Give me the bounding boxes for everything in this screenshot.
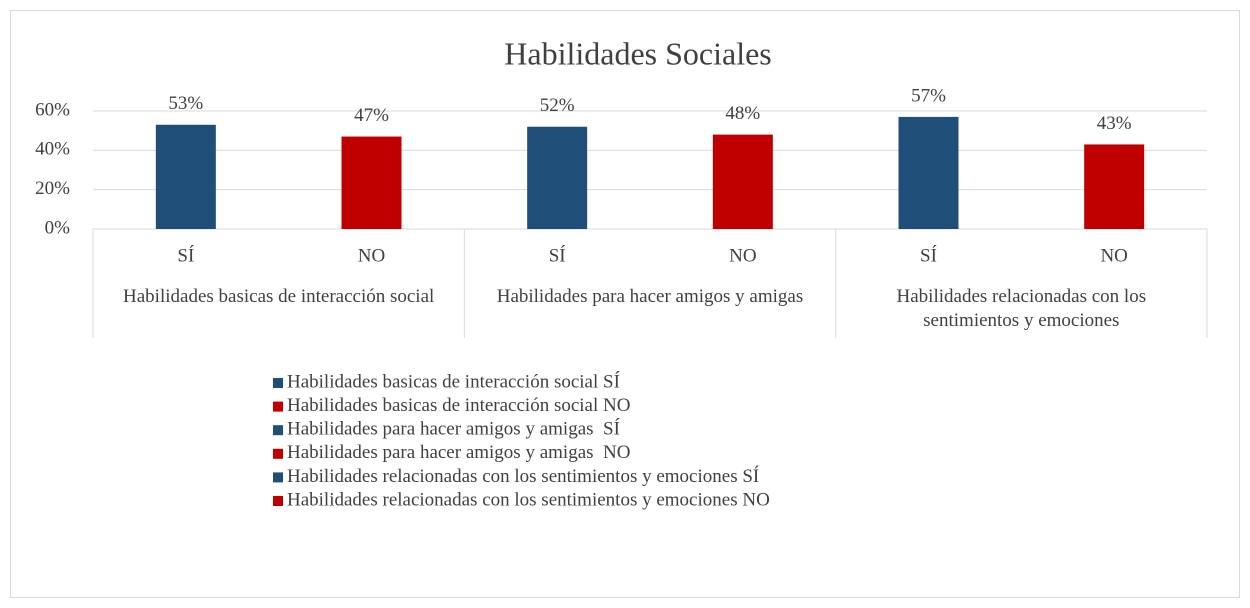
bar	[341, 136, 402, 229]
legend-label: Habilidades relacionadas con los sentimi…	[287, 489, 770, 510]
x-tick-label: NO	[729, 245, 756, 266]
legend-label: Habilidades para hacer amigos y amigas N…	[287, 442, 630, 463]
legend-label: Habilidades relacionadas con los sentimi…	[287, 465, 759, 487]
legend-swatch	[273, 425, 283, 436]
bar	[155, 124, 216, 229]
x-tick-label: SÍ	[177, 244, 194, 266]
legend-label: Habilidades para hacer amigos y amigas S…	[287, 418, 620, 440]
y-tick-label: 0%	[45, 217, 71, 238]
data-label: 48%	[725, 103, 760, 124]
bar	[527, 126, 588, 229]
data-label: 47%	[354, 105, 389, 126]
x-tick-label: NO	[358, 245, 385, 266]
data-label: 43%	[1097, 113, 1132, 134]
y-tick-label: 60%	[35, 99, 70, 120]
legend-label: Habilidades basicas de interacción socia…	[287, 370, 620, 392]
bar	[1084, 144, 1145, 229]
chart-title: Habilidades Sociales	[504, 35, 771, 71]
group-label: Habilidades relacionadas con los sentimi…	[896, 286, 1147, 331]
legend-swatch	[273, 448, 283, 459]
x-tick-label: NO	[1100, 245, 1127, 266]
legend-swatch	[273, 496, 283, 506]
legend-label: Habilidades basicas de interacción socia…	[287, 395, 630, 416]
data-label: 57%	[911, 85, 946, 106]
y-tick-label: 40%	[35, 139, 70, 160]
x-tick-label: SÍ	[920, 244, 937, 266]
group-label: Habilidades para hacer amigos y amigas	[496, 286, 804, 307]
y-tick-label: 20%	[35, 178, 70, 199]
bar	[898, 116, 959, 229]
group-label: Habilidades basicas de interacción socia…	[123, 286, 435, 307]
bar	[712, 134, 773, 229]
data-label: 52%	[540, 95, 575, 116]
legend-swatch	[273, 472, 283, 483]
data-label: 53%	[168, 93, 203, 114]
chart-border	[10, 10, 1240, 598]
legend-swatch	[273, 401, 283, 412]
legend-swatch	[273, 378, 283, 388]
x-tick-label: SÍ	[549, 244, 566, 266]
